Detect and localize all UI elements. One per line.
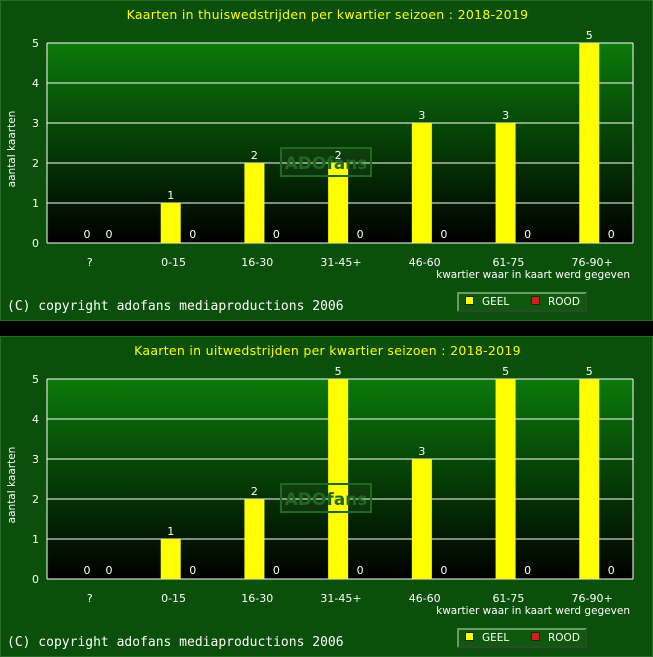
bar-geel (328, 379, 349, 579)
legend: GEEL ROOD (457, 292, 587, 312)
chart-title: Kaarten in uitwedstrijden per kwartier s… (134, 343, 521, 358)
bar-geel (411, 123, 432, 243)
data-label: 0 (524, 228, 531, 241)
copyright-text: (C) copyright adofans mediaproductions 2… (7, 635, 344, 650)
legend-label-rood: ROOD (548, 632, 580, 644)
x-axis-label: kwartier waar in kaart werd gegeven (436, 605, 630, 617)
y-axis-label: aantal kaarten (6, 446, 18, 524)
data-label: 2 (251, 149, 258, 162)
legend-item-rood: ROOD (531, 632, 580, 644)
x-tick-label: 31-45+ (320, 256, 361, 269)
data-label: 0 (106, 564, 113, 577)
data-label: 5 (586, 365, 593, 378)
bar-geel (160, 539, 181, 579)
data-label: 0 (608, 564, 615, 577)
y-tick-label: 1 (32, 197, 39, 210)
plot-area: 0 1 2 3 4 5 0 0? 1 0 0-15 2 0 16-30 5 0 31-45+ 3 0 46-60 5 0 6… (32, 365, 634, 605)
y-tick-label: 3 (32, 117, 39, 130)
data-label: 3 (418, 445, 425, 458)
x-tick-label: 76-90+ (572, 592, 613, 605)
y-tick-label: 5 (32, 373, 39, 386)
legend-swatch-rood (531, 296, 540, 305)
data-label: 0 (357, 564, 364, 577)
x-tick-label: ? (87, 592, 93, 605)
chart-title: Kaarten in thuiswedstrijden per kwartier… (126, 7, 529, 22)
legend-item-rood: ROOD (531, 296, 580, 308)
y-tick-label: 0 (32, 573, 39, 586)
data-label: 0 (357, 228, 364, 241)
bar-geel (160, 203, 181, 243)
y-tick-label: 2 (32, 157, 39, 170)
bar-chart-svg: 0 1 2 3 4 5 0 0? 1 0 0-15 2 0 16-30 5 0 31-45+ 3 0 46-60 5 0 6… (32, 365, 634, 605)
bar-geel (244, 163, 265, 243)
y-tick-label: 0 (32, 237, 39, 250)
legend-swatch-geel (465, 296, 474, 305)
y-tick-label: 4 (32, 413, 39, 426)
bar-geel (579, 379, 600, 579)
data-label: 0 (524, 564, 531, 577)
data-label: 0 (84, 228, 91, 241)
data-label: 0 (440, 564, 447, 577)
bar-geel (579, 43, 600, 243)
bar-geel (495, 123, 516, 243)
legend-label-geel: GEEL (482, 632, 510, 644)
legend-label-rood: ROOD (548, 296, 580, 308)
watermark-logo: ADOfans (280, 483, 372, 513)
data-label: 0 (608, 228, 615, 241)
x-tick-label: 0-15 (161, 592, 186, 605)
legend-label-geel: GEEL (482, 296, 510, 308)
data-label: 1 (167, 525, 174, 538)
x-tick-label: 61-75 (492, 592, 524, 605)
x-axis-label: kwartier waar in kaart werd gegeven (436, 269, 630, 281)
data-label: 0 (273, 564, 280, 577)
y-axis-label: aantal kaarten (6, 110, 18, 188)
y-tick-label: 2 (32, 493, 39, 506)
data-label: 0 (84, 564, 91, 577)
plot-area: 0 1 2 3 4 5 0 0? 1 0 0-15 2 0 16-30 2 0 31-45+ 3 0 46-60 3 0 6… (32, 29, 634, 269)
x-tick-label: 76-90+ (572, 256, 613, 269)
x-tick-label: 46-60 (409, 592, 441, 605)
data-label: 0 (189, 564, 196, 577)
chart-panel-away: Kaarten in uitwedstrijden per kwartier s… (0, 336, 653, 657)
data-label: 0 (440, 228, 447, 241)
data-label: 5 (586, 29, 593, 42)
data-label: 2 (335, 149, 342, 162)
x-tick-label: 0-15 (161, 256, 186, 269)
data-label: 3 (502, 109, 509, 122)
data-label: 0 (273, 228, 280, 241)
data-label: 5 (502, 365, 509, 378)
y-tick-label: 3 (32, 453, 39, 466)
x-tick-label: 16-30 (241, 256, 273, 269)
x-tick-label: 31-45+ (320, 592, 361, 605)
data-label: 2 (251, 485, 258, 498)
data-label: 0 (189, 228, 196, 241)
legend-item-geel: GEEL (465, 296, 509, 308)
bar-chart-svg: 0 1 2 3 4 5 0 0? 1 0 0-15 2 0 16-30 2 0 31-45+ 3 0 46-60 3 0 6… (32, 29, 634, 269)
bar-geel (328, 163, 349, 243)
legend-swatch-geel (465, 632, 474, 641)
bar-geel (411, 459, 432, 579)
bar-geel (244, 499, 265, 579)
legend-item-geel: GEEL (465, 632, 509, 644)
chart-panel-home: Kaarten in thuiswedstrijden per kwartier… (0, 0, 653, 321)
data-label: 5 (335, 365, 342, 378)
x-tick-label: 46-60 (409, 256, 441, 269)
data-label: 3 (418, 109, 425, 122)
copyright-text: (C) copyright adofans mediaproductions 2… (7, 299, 344, 314)
x-tick-label: ? (87, 256, 93, 269)
watermark-logo: ADOfans (280, 147, 372, 177)
y-tick-label: 4 (32, 77, 39, 90)
bar-geel (495, 379, 516, 579)
legend-swatch-rood (531, 632, 540, 641)
y-tick-label: 1 (32, 533, 39, 546)
x-tick-label: 16-30 (241, 592, 273, 605)
legend: GEEL ROOD (457, 628, 587, 648)
y-tick-label: 5 (32, 37, 39, 50)
data-label: 1 (167, 189, 174, 202)
data-label: 0 (106, 228, 113, 241)
x-tick-label: 61-75 (492, 256, 524, 269)
